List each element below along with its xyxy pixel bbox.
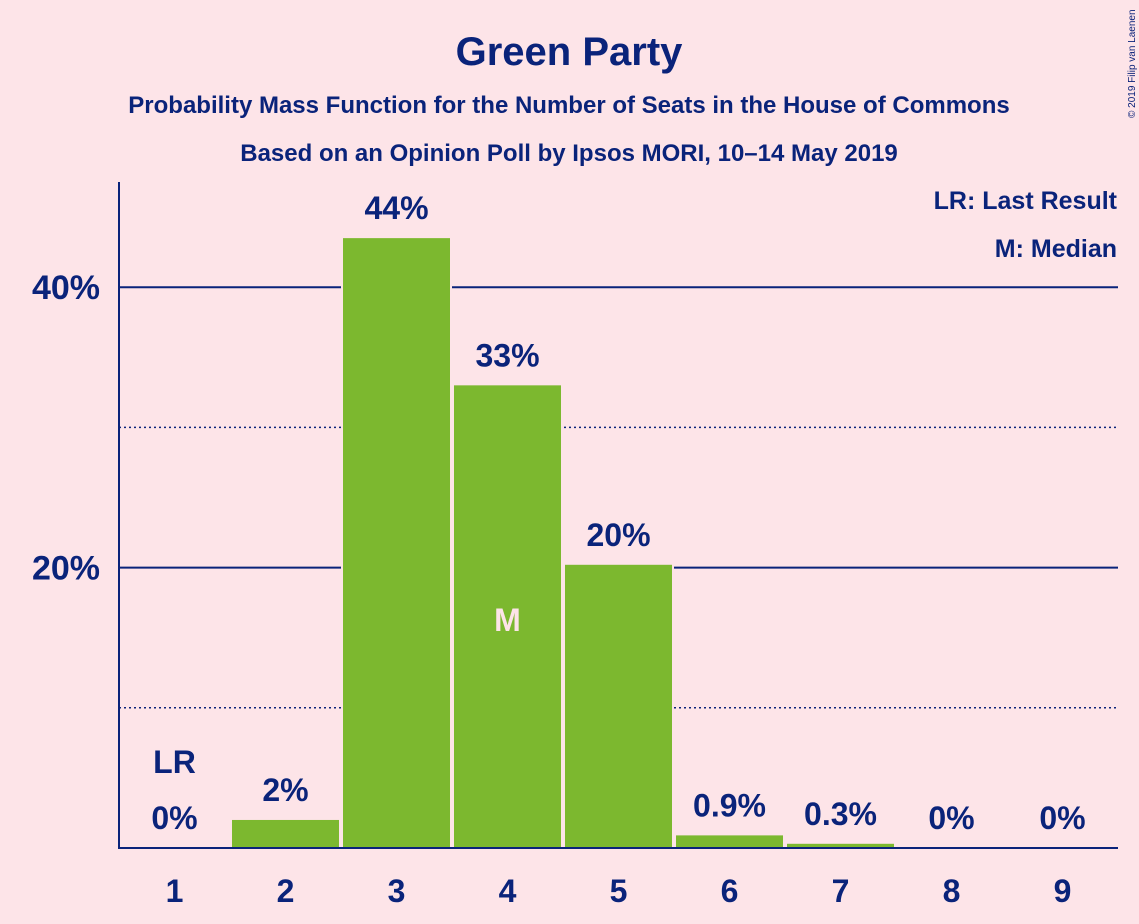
chart-title: Green Party [456, 30, 684, 74]
x-tick-label: 1 [166, 873, 184, 909]
x-tick-label: 7 [832, 873, 850, 909]
last-result-marker: LR [153, 744, 196, 780]
x-tick-label: 4 [499, 873, 517, 909]
x-tick-label: 8 [943, 873, 961, 909]
value-label: 0% [1039, 800, 1085, 836]
legend-median: M: Median [995, 235, 1117, 263]
value-label: 0.9% [693, 787, 766, 823]
y-tick-label: 40% [32, 269, 100, 307]
bar [232, 819, 339, 848]
bar [676, 835, 783, 848]
plot-area: 20% 40% 0% 1 LR 2% 2 44% 3 33% 4 M 20% 5 0.9% 6 0.3% 7 0% 8… [32, 182, 1118, 909]
value-label: 2% [262, 772, 308, 808]
value-label: 20% [586, 517, 650, 553]
copyright-text: © 2019 Filip van Laenen [1127, 9, 1138, 118]
value-label: 0% [928, 800, 974, 836]
chart-subtitle-2: Based on an Opinion Poll by Ipsos MORI, … [240, 140, 898, 167]
value-label: 44% [364, 190, 428, 226]
x-tick-label: 9 [1054, 873, 1072, 909]
legend-last-result: LR: Last Result [934, 187, 1118, 215]
value-label: 0.3% [804, 796, 877, 832]
value-label: 33% [475, 337, 539, 373]
x-tick-label: 3 [388, 873, 406, 909]
y-tick-label: 20% [32, 550, 100, 588]
x-tick-label: 5 [610, 873, 628, 909]
bar [343, 238, 450, 848]
median-marker: M [494, 602, 521, 638]
bar [454, 385, 561, 848]
bar [565, 564, 672, 848]
x-tick-label: 2 [277, 873, 295, 909]
value-label: 0% [151, 800, 197, 836]
bar [787, 843, 894, 848]
x-tick-label: 6 [721, 873, 739, 909]
chart-subtitle: Probability Mass Function for the Number… [128, 92, 1009, 119]
